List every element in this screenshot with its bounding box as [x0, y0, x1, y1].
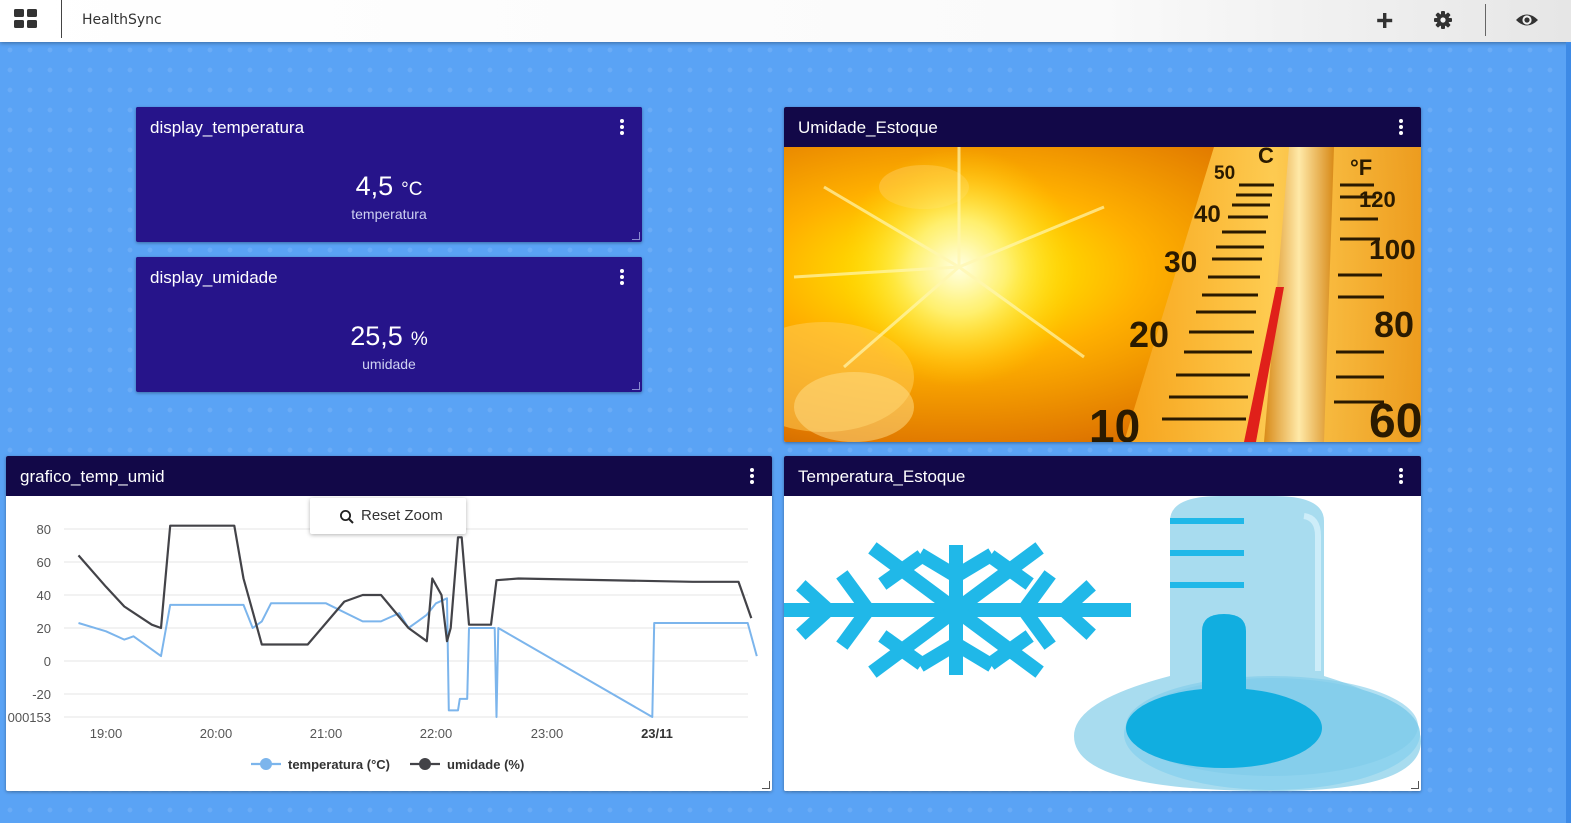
gear-icon[interactable] [1428, 6, 1458, 36]
series-line-umidade [77, 524, 753, 646]
y-tick-label: 20 [37, 621, 51, 636]
series-line-temperatura [78, 597, 758, 718]
widget-temperatura-estoque: Temperatura_Estoque [784, 456, 1421, 791]
x-tick-label: 20:00 [200, 726, 233, 741]
search-icon [340, 510, 354, 524]
widget-umidade-estoque: Umidade_Estoque [784, 107, 1421, 442]
resize-handle[interactable] [632, 382, 640, 390]
toolbar-divider [61, 0, 62, 38]
x-tick-label: 19:00 [90, 726, 123, 741]
y-tick-label: 60 [37, 555, 51, 570]
svg-text:120: 120 [1359, 187, 1396, 212]
svg-text:C: C [1258, 147, 1274, 168]
legend-marker [419, 758, 431, 770]
widget-header: display_umidade [136, 257, 642, 297]
chart-area[interactable]: 80 60 40 20 0 -20 000153 19:00 20:00 21:00 22:00 23… [6, 496, 772, 791]
svg-text:20: 20 [1129, 314, 1169, 355]
legend-item-label: temperatura (°C) [288, 757, 390, 772]
widget-title: display_temperatura [150, 118, 305, 137]
resize-handle[interactable] [632, 232, 640, 240]
x-tick-label: 21:00 [310, 726, 343, 741]
kebab-menu-icon[interactable] [1397, 119, 1405, 135]
top-bar: HealthSync [0, 0, 1571, 42]
snowflake-cold-thermometer-image [784, 496, 1421, 791]
legend-marker [260, 758, 272, 770]
display-caption: temperatura [351, 206, 427, 222]
x-tick-label: 22:00 [420, 726, 453, 741]
app-title: HealthSync [82, 12, 162, 28]
kebab-menu-icon[interactable] [618, 269, 626, 285]
x-tick-label: 23:00 [531, 726, 564, 741]
eye-icon[interactable] [1512, 6, 1542, 36]
widget-title: Umidade_Estoque [798, 118, 938, 137]
y-tick-label: 40 [37, 588, 51, 603]
resize-handle[interactable] [1411, 781, 1419, 789]
line-chart: 80 60 40 20 0 -20 000153 19:00 20:00 21:00 22:00 23… [8, 522, 758, 772]
resize-handle[interactable] [762, 781, 770, 789]
y-tick-label: 000153 [8, 710, 51, 725]
reset-zoom-label: Reset Zoom [361, 507, 443, 524]
humidity-unit: % [410, 329, 428, 350]
display-value-row: 4,5 °C [136, 171, 642, 202]
svg-text:10: 10 [1089, 400, 1140, 442]
temperature-unit: °C [401, 179, 423, 200]
svg-text:40: 40 [1194, 201, 1221, 228]
widget-header: Umidade_Estoque [784, 107, 1421, 147]
widget-title: Temperatura_Estoque [798, 467, 966, 486]
widget-grafico-temp-umid: grafico_temp_umid 80 60 40 20 0 -20 000153 19:0… [6, 456, 772, 791]
hot-thermometer-sun-image: C 50 40 30 20 10 °F 120 100 80 60 [784, 147, 1421, 442]
kebab-menu-icon[interactable] [748, 468, 756, 484]
svg-text:30: 30 [1164, 246, 1197, 279]
svg-text:50: 50 [1214, 163, 1235, 184]
scrollbar[interactable] [1566, 42, 1571, 823]
display-caption: umidade [362, 356, 416, 372]
legend-item-label: umidade (%) [447, 757, 524, 772]
grid-icon[interactable] [14, 9, 40, 33]
widget-display-temperatura: display_temperatura 4,5 °C temperatura [136, 107, 642, 242]
temperature-value: 4,5 [355, 171, 394, 201]
widget-display-umidade: display_umidade 25,5% umidade [136, 257, 642, 392]
y-tick-label: -20 [32, 687, 51, 702]
reset-zoom-button[interactable]: Reset Zoom [310, 498, 466, 534]
svg-text:°F: °F [1350, 155, 1372, 180]
widget-header: Temperatura_Estoque [784, 456, 1421, 496]
humidity-value: 25,5 [350, 321, 403, 351]
y-tick-label: 80 [37, 522, 51, 537]
plus-icon[interactable] [1370, 6, 1400, 36]
widget-title: display_umidade [150, 268, 278, 287]
widget-title: grafico_temp_umid [20, 467, 165, 486]
widget-header: display_temperatura [136, 107, 642, 147]
svg-text:80: 80 [1374, 304, 1414, 345]
kebab-menu-icon[interactable] [618, 119, 626, 135]
kebab-menu-icon[interactable] [1397, 468, 1405, 484]
widget-header: grafico_temp_umid [6, 456, 772, 496]
x-tick-label: 23/11 [641, 726, 673, 741]
y-tick-label: 0 [44, 654, 51, 669]
display-value-row: 25,5% [136, 321, 642, 352]
toolbar-divider [1485, 4, 1486, 36]
